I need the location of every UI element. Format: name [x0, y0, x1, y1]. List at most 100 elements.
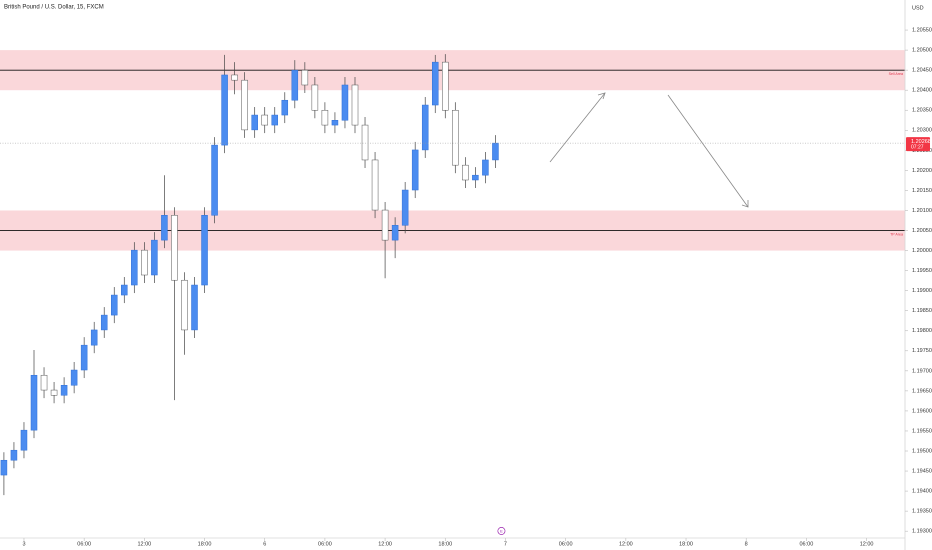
candle-body: [241, 79, 248, 131]
candle-body: [171, 215, 178, 281]
y-tick-label: 1.20450: [912, 68, 932, 74]
y-tick-label: 1.19400: [912, 489, 932, 495]
x-tick-label: 3: [22, 541, 25, 547]
candle-body: [431, 61, 439, 106]
x-tick-label: 06:00: [318, 541, 332, 547]
candle-body: [30, 374, 38, 431]
projection-arrow-down: [667, 94, 749, 208]
projection-arrow-up: [549, 92, 606, 163]
candle-body: [421, 104, 429, 151]
y-tick-label: 1.19850: [912, 308, 932, 314]
candle-body: [221, 74, 228, 146]
candle-body: [442, 61, 449, 111]
x-tick-label: 06:00: [77, 541, 91, 547]
candle-body: [411, 149, 419, 191]
x-tick-label: 18:00: [679, 541, 693, 547]
candle-body: [391, 225, 399, 241]
event-marker: [497, 527, 506, 535]
x-tick-label: 7: [504, 541, 507, 547]
y-tick-label: 1.19600: [912, 408, 932, 414]
axes: 1.20550 1.20500 1.20450 1.20400 1.20350 1.203…: [0, 28, 932, 547]
candle-body: [161, 215, 168, 241]
candle-body: [311, 84, 319, 111]
x-tick-label: 12:00: [619, 541, 633, 547]
candle-body: [40, 374, 48, 391]
y-tick-label: 1.19900: [912, 288, 932, 294]
x-tick-label: 12:00: [860, 541, 874, 547]
y-tick-label: 1.19750: [912, 348, 932, 354]
event-marker-label: E: [500, 528, 503, 533]
candle-body: [331, 120, 339, 126]
candle-body: [462, 164, 469, 181]
zone-label: TP Area: [890, 232, 903, 236]
y-tick-label: 1.19800: [912, 328, 932, 334]
x-tick-label: 18:00: [438, 541, 452, 547]
candle-body: [20, 429, 28, 451]
y-tick-label: 1.20100: [912, 208, 932, 214]
candles: [0, 54, 499, 496]
candle-body: [401, 189, 409, 226]
candle-body: [281, 99, 289, 116]
candle-body: [251, 114, 258, 131]
candle-body: [151, 239, 158, 276]
last-price-box: [906, 137, 930, 152]
candle-body: [201, 215, 208, 286]
y-tick-label: 1.19500: [912, 448, 932, 454]
arrow-head: [741, 200, 749, 208]
y-tick-label: 1.19650: [912, 388, 932, 394]
y-tick-label: 1.20350: [912, 108, 932, 114]
y-tick-label: 1.19550: [912, 428, 932, 434]
y-tick-label: 1.20400: [912, 88, 932, 94]
candle-body: [472, 174, 479, 181]
candle-body: [482, 159, 489, 176]
y-tick-label: 1.19700: [912, 368, 932, 374]
candle-body: [10, 449, 18, 461]
candle-body: [70, 369, 78, 386]
candle-body: [291, 69, 299, 101]
candle-body: [90, 329, 98, 346]
candle-body: [261, 114, 268, 126]
chart-title: British Pound / U.S. Dollar, 15, FXCM: [4, 5, 104, 11]
x-tick-label: 06:00: [800, 541, 814, 547]
zones: Sell Area TP Area: [0, 50, 905, 251]
candle-body: [371, 159, 379, 211]
candle-body: [80, 344, 88, 371]
zone-label: Sell Area: [889, 72, 903, 76]
candle-body: [110, 294, 118, 316]
candle-body: [361, 124, 369, 161]
candle-body: [231, 74, 238, 81]
last-price-label: 1.20268: [911, 139, 931, 145]
y-tick-label: 1.19300: [912, 529, 932, 535]
y-tick-label: 1.20550: [912, 28, 932, 34]
candle-body: [121, 284, 128, 296]
candle-body: [100, 314, 108, 331]
candle-body: [191, 284, 198, 331]
arrow-head: [597, 92, 606, 100]
candle-body: [181, 279, 188, 331]
y-tick-label: 1.19350: [912, 509, 932, 515]
y-tick-label: 1.20050: [912, 228, 932, 234]
countdown-label: 07:27: [911, 144, 924, 150]
x-tick-label: 6: [263, 541, 266, 547]
candle-body: [351, 84, 359, 126]
y-tick-label: 1.19950: [912, 268, 932, 274]
x-tick-label: 18:00: [198, 541, 212, 547]
candle-body: [271, 114, 279, 126]
y-tick-label: 1.20200: [912, 168, 932, 174]
x-tick-label: 12:00: [378, 541, 392, 547]
candle-body: [60, 385, 68, 396]
candle-body: [341, 84, 349, 121]
candle-body: [301, 69, 309, 86]
x-tick-label: 06:00: [559, 541, 573, 547]
y-tick-label: 1.19450: [912, 469, 932, 475]
candle-body: [492, 142, 499, 161]
candle-body: [211, 144, 218, 216]
candle-body: [0, 459, 8, 476]
y-tick-label: 1.20000: [912, 248, 932, 254]
y-tick-label: 1.20500: [912, 48, 932, 54]
currency-label: USD: [912, 5, 924, 11]
x-tick-label: 8: [745, 541, 748, 547]
candle-body: [131, 249, 138, 286]
x-tick-label: 12:00: [137, 541, 151, 547]
